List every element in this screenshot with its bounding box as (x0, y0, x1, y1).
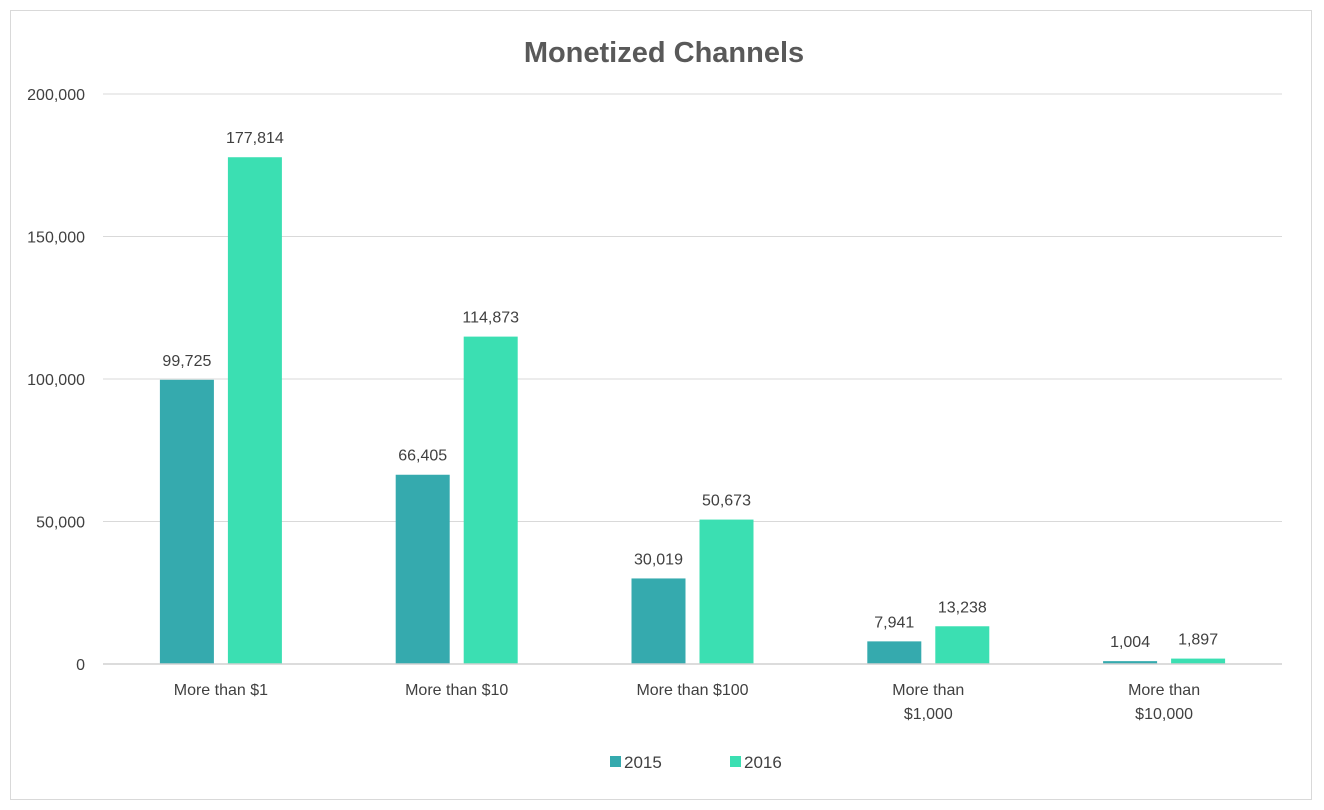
bar-2016 (935, 626, 990, 664)
bar-2015 (867, 641, 922, 664)
chart-title: Monetized Channels (524, 37, 804, 69)
data-label: 30,019 (634, 551, 683, 568)
data-label: 177,814 (226, 130, 284, 147)
data-label: 114,873 (462, 310, 519, 327)
x-tick-label: More than $10 (405, 682, 508, 699)
y-tick-label: 150,000 (27, 230, 85, 247)
bar-2016 (463, 336, 518, 664)
x-tick-label: More than (1128, 682, 1200, 699)
legend-label: 2015 (624, 753, 662, 772)
y-tick-label: 200,000 (27, 87, 85, 104)
data-label: 1,897 (1178, 632, 1218, 649)
bar-2015 (631, 578, 686, 664)
legend-label: 2016 (744, 753, 782, 772)
x-tick-label: More than (892, 682, 964, 699)
x-tick-label: More than $100 (636, 682, 748, 699)
y-tick-label: 100,000 (27, 372, 85, 389)
y-tick-label: 50,000 (36, 515, 85, 532)
data-label: 1,004 (1110, 634, 1150, 651)
x-tick-label: $1,000 (904, 706, 953, 723)
data-label: 50,673 (702, 493, 751, 510)
data-label: 99,725 (162, 353, 211, 370)
x-tick-label: More than $1 (174, 682, 268, 699)
legend-swatch-2016 (730, 756, 741, 767)
bar-2016 (699, 519, 754, 664)
bar-2016 (227, 157, 282, 664)
data-label: 13,238 (938, 599, 987, 616)
data-label: 7,941 (874, 614, 914, 631)
bar-2015 (395, 474, 450, 664)
legend-swatch-2015 (610, 756, 621, 767)
data-label: 66,405 (398, 448, 447, 465)
y-tick-label: 0 (76, 657, 85, 674)
bar-2015 (159, 379, 214, 664)
bar-2016 (1171, 658, 1226, 664)
x-tick-label: $10,000 (1135, 706, 1193, 723)
bar-2015 (1103, 661, 1158, 664)
chart-frame (10, 10, 1312, 800)
